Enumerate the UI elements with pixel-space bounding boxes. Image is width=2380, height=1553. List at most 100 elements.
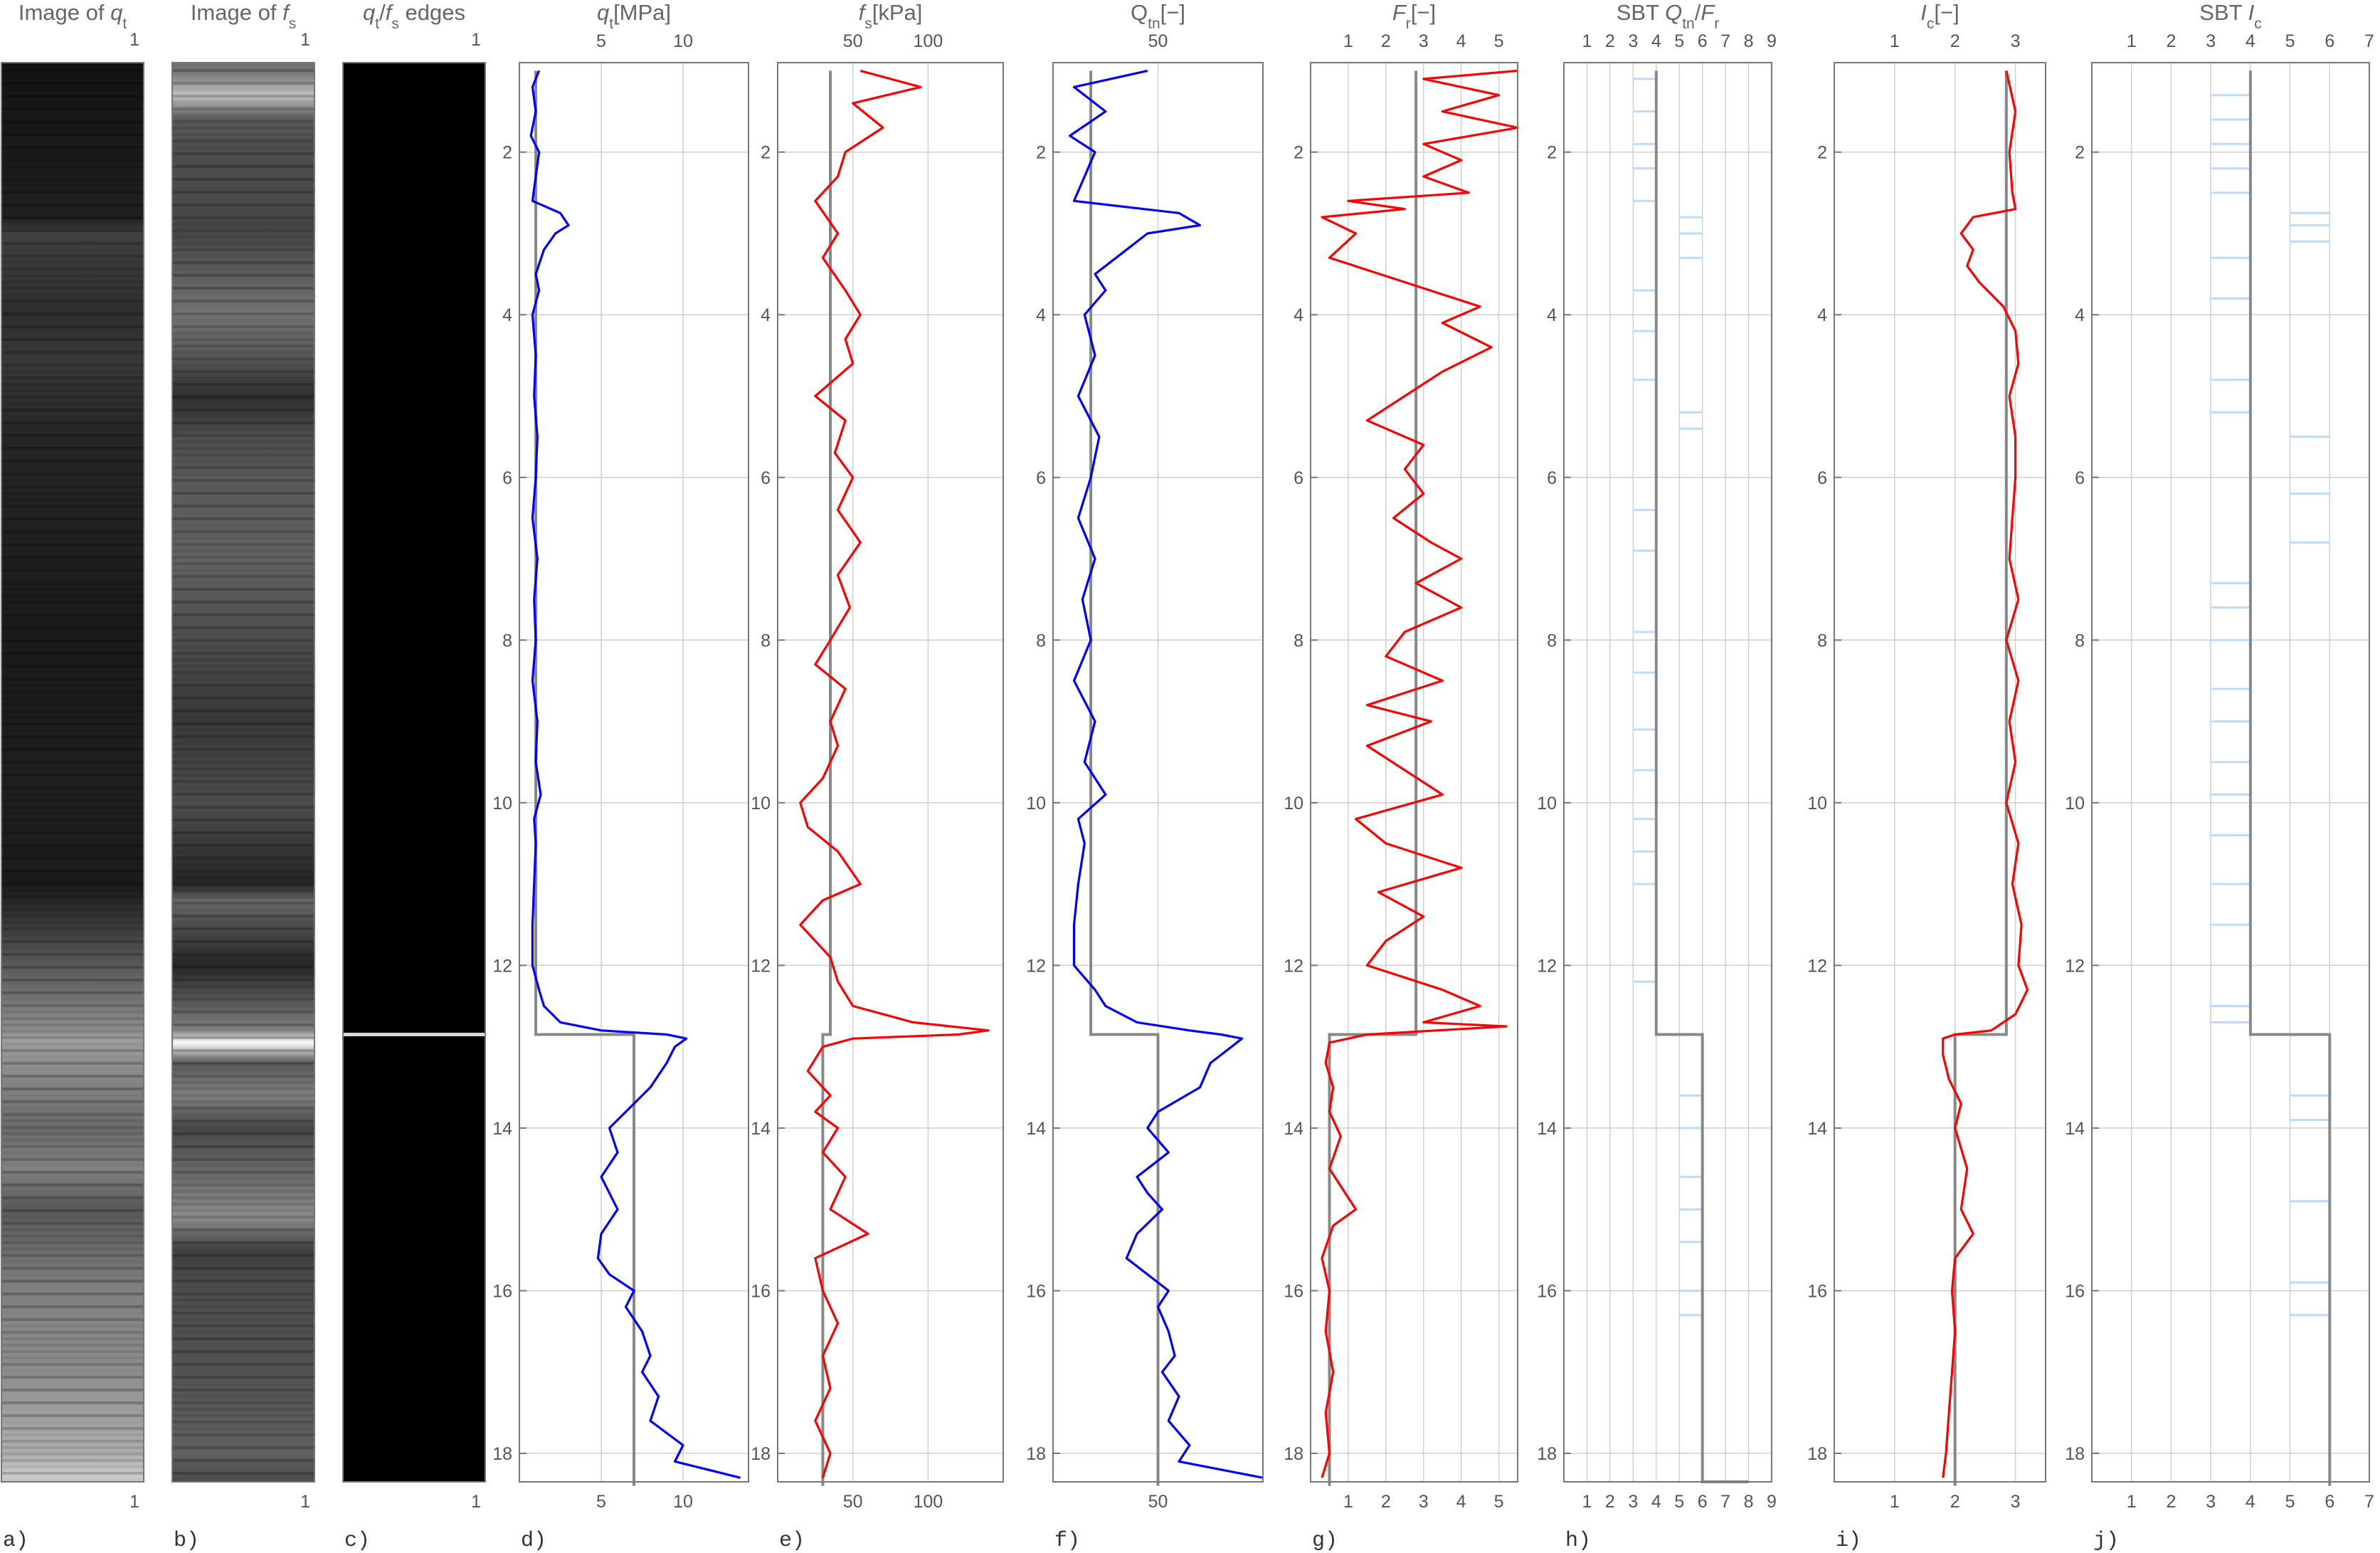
- texture-band: [172, 88, 314, 91]
- texture-band: [172, 1043, 314, 1046]
- texture-band: [1, 1453, 144, 1455]
- texture-band: [1, 934, 144, 937]
- texture-band: [172, 1011, 314, 1014]
- texture-band: [172, 633, 314, 636]
- texture-band: [1, 1075, 144, 1078]
- texture-band: [1, 876, 144, 879]
- texture-band: [172, 690, 314, 693]
- texture-band: [172, 1389, 314, 1391]
- texture-band: [1, 178, 144, 181]
- texture-band: [1, 1331, 144, 1334]
- texture-band: [1, 1004, 144, 1007]
- texture-band: [172, 466, 314, 469]
- plot-area: [1564, 63, 1772, 1482]
- texture-band: [1, 806, 144, 809]
- texture-band: [1, 1357, 144, 1359]
- texture-band: [1, 575, 144, 578]
- texture-band: [1, 786, 144, 789]
- texture-band: [1, 1184, 144, 1186]
- texture-band: [1, 409, 144, 411]
- texture-band: [172, 152, 314, 155]
- texture-band: [1, 357, 144, 360]
- texture-band: [1, 255, 144, 258]
- depth-tick-label: 8: [1294, 631, 1303, 651]
- texture-band: [172, 268, 314, 270]
- depth-tick-label: 12: [1807, 956, 1827, 976]
- texture-band: [172, 959, 314, 962]
- texture-band: [172, 159, 314, 162]
- texture-band: [172, 786, 314, 789]
- reference-line: [1089, 70, 1160, 1486]
- texture-band: [1, 466, 144, 469]
- depth-tick-label: 4: [1036, 305, 1046, 325]
- texture-band: [1, 325, 144, 328]
- texture-band: [1, 453, 144, 456]
- texture-band: [172, 883, 314, 885]
- depth-tick-label: 12: [1284, 956, 1303, 976]
- panel-title: Qtn[−]: [1131, 0, 1185, 32]
- texture-band: [172, 581, 314, 584]
- texture-band: [172, 146, 314, 149]
- texture-band: [172, 678, 314, 680]
- texture-band: [172, 524, 314, 527]
- x-tick-label-bottom: 6: [1698, 1492, 1708, 1512]
- texture-band: [1, 1088, 144, 1090]
- texture-band: [172, 498, 314, 501]
- texture-band: [172, 287, 314, 290]
- texture-band: [172, 1478, 314, 1481]
- texture-band: [172, 889, 314, 892]
- texture-band: [172, 357, 314, 360]
- texture-band: [172, 1440, 314, 1443]
- texture-band: [172, 165, 314, 168]
- texture-band: [1, 780, 144, 783]
- texture-band: [1, 274, 144, 277]
- texture-band: [172, 1414, 314, 1417]
- depth-tick-label: 4: [761, 305, 771, 325]
- texture-band: [172, 966, 314, 969]
- x-tick-label-bottom: 1: [2127, 1492, 2137, 1512]
- texture-band: [1, 120, 144, 123]
- texture-band: [1, 825, 144, 828]
- texture-band: [172, 985, 314, 988]
- texture-band: [172, 1376, 314, 1379]
- texture-band: [1, 261, 144, 264]
- texture-band: [1, 1433, 144, 1436]
- depth-tick-label: 12: [1537, 956, 1557, 976]
- texture-band: [1, 588, 144, 591]
- depth-tick-label: 12: [492, 956, 512, 976]
- texture-band: [172, 210, 314, 213]
- texture-band: [172, 639, 314, 642]
- texture-band: [1, 1337, 144, 1340]
- depth-tick-label: 14: [751, 1119, 771, 1139]
- texture-band: [172, 684, 314, 687]
- depth-tick-label: 14: [1537, 1119, 1557, 1139]
- texture-band: [172, 1305, 314, 1308]
- texture-band: [1, 364, 144, 367]
- texture-band: [172, 1293, 314, 1295]
- top-tick-label: 1: [300, 30, 310, 50]
- texture-band: [172, 453, 314, 456]
- texture-band: [1, 139, 144, 142]
- texture-band: [1, 927, 144, 930]
- texture-band: [1, 492, 144, 495]
- x-tick-label-bottom: 2: [1605, 1492, 1615, 1512]
- texture-band: [172, 415, 314, 418]
- x-tick-label-bottom: 50: [843, 1492, 863, 1512]
- x-tick-label-top: 1: [1343, 31, 1353, 51]
- texture-band: [1, 1312, 144, 1315]
- x-tick-label-top: 2: [1605, 31, 1615, 51]
- texture-band: [1, 722, 144, 725]
- texture-band: [172, 274, 314, 277]
- texture-band: [172, 620, 314, 623]
- texture-band: [172, 370, 314, 373]
- texture-band: [172, 1369, 314, 1372]
- bottom-tick-label: 1: [300, 1492, 310, 1512]
- texture-band: [1, 152, 144, 155]
- texture-band: [1, 1459, 144, 1462]
- frame: [2091, 62, 2370, 1483]
- texture-band: [172, 812, 314, 815]
- texture-band: [172, 1260, 314, 1263]
- texture-band: [172, 1081, 314, 1084]
- texture-band: [172, 1408, 314, 1411]
